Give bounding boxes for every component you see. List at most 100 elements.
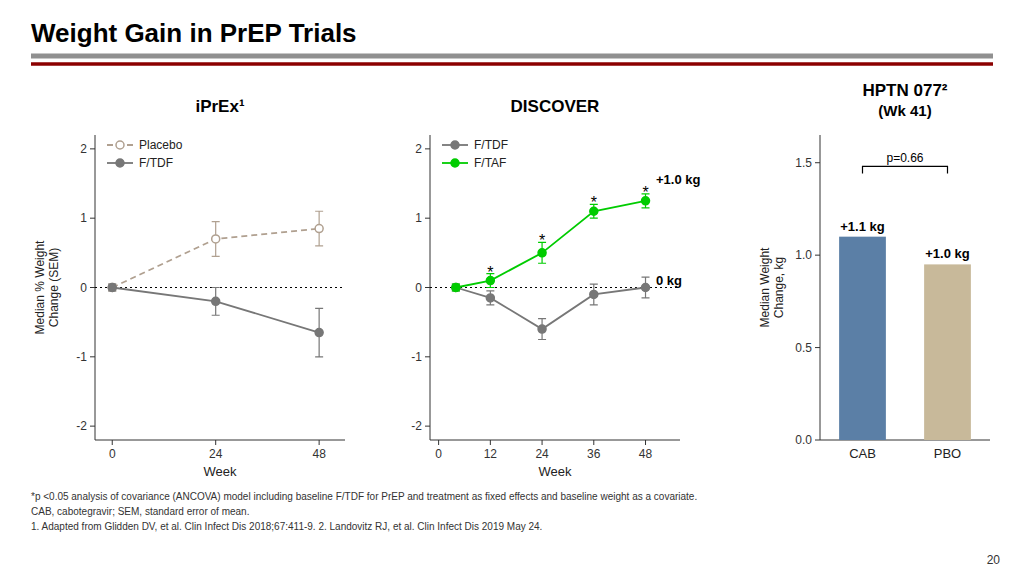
error-bar	[212, 288, 220, 316]
y-tick	[90, 148, 95, 149]
y-tick-label: 0	[80, 281, 87, 295]
y-tick	[90, 356, 95, 357]
significance-star: *	[487, 264, 493, 281]
y-tick-label: -1	[76, 350, 87, 364]
data-label: +1.0 kg	[925, 246, 970, 261]
x-tick	[319, 440, 320, 445]
bar	[924, 264, 971, 440]
x-tick-label: CAB	[849, 446, 876, 461]
legend: Placebo F/TDF	[107, 138, 183, 170]
x-tick-label: 0	[435, 447, 442, 461]
y-tick	[90, 218, 95, 219]
significance-star: *	[642, 184, 648, 201]
legend-label: F/TAF	[474, 156, 506, 170]
panel-title: DISCOVER	[511, 97, 600, 116]
x-tick-label: 48	[639, 447, 653, 461]
page: Weight Gain in PrEP TrialsiPrEx¹-2-1012M…	[0, 0, 1024, 576]
marker	[486, 294, 494, 302]
legend-marker	[116, 159, 124, 167]
x-tick-label: 0	[109, 447, 116, 461]
legend-marker	[451, 141, 459, 149]
y-tick-label: -2	[411, 419, 422, 433]
data-label: +1.1 kg	[840, 219, 885, 234]
x-tick	[645, 440, 646, 445]
reference-line	[95, 287, 345, 288]
y-tick-label: 1	[415, 211, 422, 225]
y-tick-label: 0	[415, 281, 422, 295]
error-bar	[538, 319, 546, 340]
panel-title: iPrEx¹	[195, 97, 244, 116]
marker	[315, 329, 323, 337]
plot-area	[430, 194, 680, 340]
error-bar	[452, 284, 460, 291]
error-bar	[108, 284, 116, 291]
y-axis-line	[820, 135, 821, 440]
y-tick	[815, 440, 820, 441]
x-tick-label: 12	[484, 447, 498, 461]
panel-subtitle: (Wk 41)	[878, 102, 931, 119]
significance-star: *	[539, 232, 545, 249]
x-tick	[438, 440, 439, 445]
marker	[315, 225, 323, 233]
page-title: Weight Gain in PrEP Trials	[31, 18, 357, 48]
x-tick	[490, 440, 491, 445]
marker	[452, 284, 460, 292]
y-tick-label: 1.0	[795, 248, 812, 262]
y-tick-label: 1	[80, 211, 87, 225]
annotation: 0 kg	[656, 273, 682, 288]
y-tick	[815, 255, 820, 256]
x-axis-label: Week	[204, 464, 237, 479]
error-bar	[642, 277, 650, 298]
legend-marker	[116, 141, 124, 149]
annotation: +1.0 kg	[656, 172, 701, 187]
marker	[538, 325, 546, 333]
plot-area	[839, 237, 971, 440]
y-tick-label: 0.5	[795, 341, 812, 355]
y-axis-label-line: Change (SEM)	[47, 248, 61, 327]
x-tick-label: PBO	[934, 446, 961, 461]
series-line	[112, 288, 319, 333]
y-tick	[815, 162, 820, 163]
marker	[538, 249, 546, 257]
footnote: CAB, cabotegravir; SEM, standard error o…	[31, 506, 249, 517]
plot-area	[95, 211, 345, 357]
legend-label: F/TDF	[139, 156, 173, 170]
series-line	[456, 201, 646, 288]
y-tick-label: 2	[80, 142, 87, 156]
y-tick	[815, 347, 820, 348]
legend-label: F/TDF	[474, 138, 508, 152]
error-bar	[590, 284, 598, 305]
marker	[108, 284, 116, 292]
y-tick-label: 0.0	[795, 433, 812, 447]
marker	[642, 284, 650, 292]
y-axis-label-line: Median Weight	[758, 247, 772, 327]
x-tick	[215, 440, 216, 445]
series-line	[456, 288, 646, 330]
y-tick	[425, 218, 430, 219]
legend: F/TDF F/TAF	[442, 138, 508, 170]
error-bar	[452, 284, 460, 291]
bar	[839, 237, 886, 440]
y-tick	[425, 287, 430, 288]
error-bar	[212, 222, 220, 257]
marker	[108, 284, 116, 292]
significance-star: *	[591, 194, 597, 211]
marker	[590, 290, 598, 298]
error-bar	[486, 291, 494, 305]
legend-label: Placebo	[139, 138, 183, 152]
y-tick	[425, 426, 430, 427]
divider	[31, 62, 993, 66]
panel-title: HPTN 077²	[862, 81, 947, 100]
x-tick-label: 24	[535, 447, 549, 461]
y-tick-label: -2	[76, 419, 87, 433]
page-number: 20	[987, 553, 1001, 567]
y-tick-label: 2	[415, 142, 422, 156]
error-bar	[108, 284, 116, 291]
x-tick	[542, 440, 543, 445]
x-tick	[112, 440, 113, 445]
y-axis-label-line: Median % Weight	[33, 240, 47, 334]
y-axis-label-line: Change, kg	[772, 257, 786, 318]
y-tick	[425, 148, 430, 149]
error-bar	[315, 308, 323, 357]
error-bar	[315, 211, 323, 246]
